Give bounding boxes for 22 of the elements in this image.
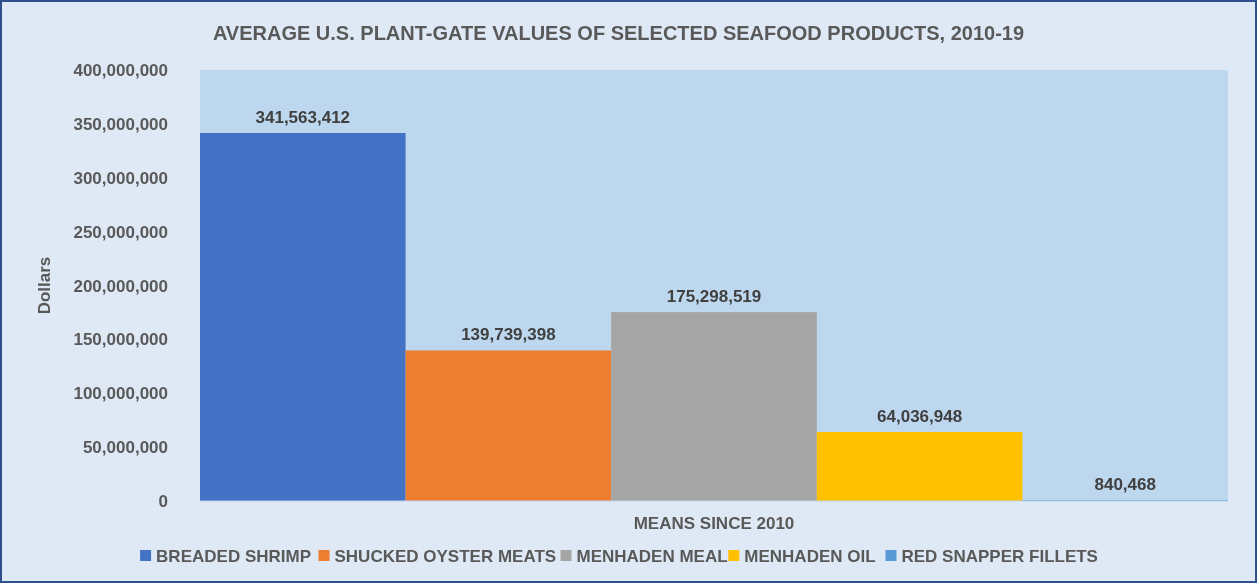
data-label: 341,563,412 bbox=[255, 107, 351, 127]
y-tick-label: 200,000,000 bbox=[73, 276, 168, 296]
legend-label: BREADED SHRIMP bbox=[156, 547, 312, 566]
legend-label: RED SNAPPER FILLETS bbox=[901, 547, 1098, 566]
y-tick-label: 400,000,000 bbox=[73, 61, 168, 80]
legend-label: MENHADEN OIL bbox=[744, 547, 876, 566]
legend-label: MENHADEN MEAL bbox=[576, 547, 728, 566]
y-tick-label: 250,000,000 bbox=[73, 222, 168, 242]
y-tick-label: 350,000,000 bbox=[73, 114, 168, 134]
chart-title: AVERAGE U.S. PLANT-GATE VALUES OF SELECTED SEAFOOD PRODUCTS, 2010-19 bbox=[212, 22, 1025, 44]
y-tick-label: 50,000,000 bbox=[82, 438, 168, 458]
y-tick-label: 100,000,000 bbox=[73, 384, 168, 404]
data-label: 175,298,519 bbox=[666, 287, 762, 307]
legend-label: SHUCKED OYSTER MEATS bbox=[334, 547, 557, 566]
x-tick-label: MEANS SINCE 2010 bbox=[633, 514, 795, 533]
data-label: 139,739,398 bbox=[461, 325, 556, 345]
y-tick-label: 300,000,000 bbox=[73, 168, 168, 188]
y-tick-label: 0 bbox=[158, 492, 168, 511]
data-label: 64,036,948 bbox=[877, 407, 963, 426]
y-tick-label: 150,000,000 bbox=[73, 330, 168, 350]
data-label: 840,468 bbox=[1094, 475, 1156, 495]
y-axis-title: Dollars bbox=[35, 256, 54, 315]
